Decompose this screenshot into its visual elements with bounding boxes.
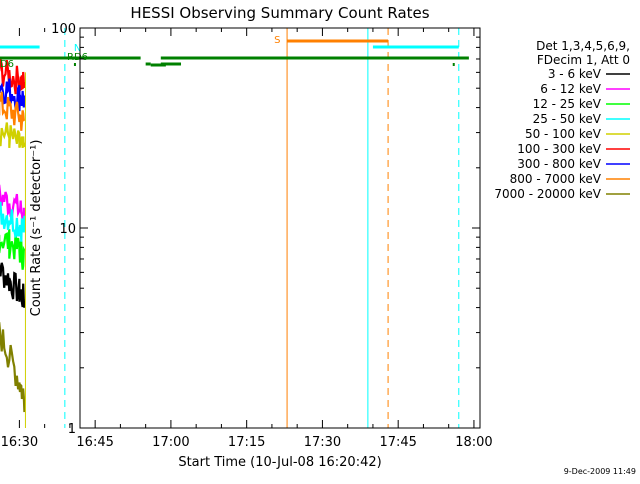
series-line xyxy=(0,184,26,228)
flag-dot xyxy=(73,63,76,66)
vertical-markers xyxy=(64,28,460,428)
series-line xyxy=(0,78,26,113)
chart-title: HESSI Observing Summary Count Rates xyxy=(130,4,429,22)
legend-header-line-1: Det 1,3,4,5,6,9, xyxy=(536,39,630,53)
series-line xyxy=(0,59,26,96)
x-tick-label: 17:00 xyxy=(152,435,189,450)
legend-header-line-2: FDecim 1, Att 0 xyxy=(537,53,630,67)
series-line xyxy=(0,229,26,270)
y-axis-label: Count Rate (s⁻¹ detector⁻¹) xyxy=(29,140,44,317)
legend-label: 3 - 6 keV xyxy=(548,67,602,81)
x-tick-label: 16:30 xyxy=(1,435,38,450)
flag-label-n: N xyxy=(74,43,81,54)
series-line xyxy=(0,91,26,131)
flag-label-rd6: RD6 xyxy=(67,52,88,63)
legend-label: 25 - 50 keV xyxy=(533,112,602,126)
legend-label: 50 - 100 keV xyxy=(525,127,602,141)
y-tick-label: 10 xyxy=(59,222,76,237)
series-line xyxy=(0,201,26,242)
x-axis-label: Start Time (10-Jul-08 16:20:42) xyxy=(178,455,381,470)
flag-label-rd6-inner: RD6 xyxy=(0,59,14,70)
flag-bars: RD6NRD6S xyxy=(0,35,469,70)
x-tick-label: 17:30 xyxy=(304,435,341,450)
x-tick-label: 18:00 xyxy=(455,435,492,450)
legend-label: 100 - 300 keV xyxy=(517,142,601,156)
legend-label: 12 - 25 keV xyxy=(533,97,602,111)
legend-label: 800 - 7000 keV xyxy=(510,172,602,186)
x-tick-label: 16:45 xyxy=(76,435,113,450)
y-axis: 1 10 100 xyxy=(51,22,480,437)
flag-label-s: S xyxy=(274,35,280,46)
legend-label: 7000 - 20000 keV xyxy=(494,187,601,201)
legend: Det 1,3,4,5,6,9, FDecim 1, Att 0 3 - 6 k… xyxy=(494,39,630,201)
series-layer xyxy=(0,59,26,428)
plot-frame xyxy=(79,27,481,429)
y-tick-label: 100 xyxy=(51,22,76,37)
legend-label: 6 - 12 keV xyxy=(540,82,602,96)
y-tick-label: 1 xyxy=(68,422,76,437)
x-tick-label: 17:15 xyxy=(228,435,265,450)
series-line xyxy=(0,262,26,308)
series-line xyxy=(0,122,26,148)
footer-timestamp: 9-Dec-2009 11:49 xyxy=(564,467,636,476)
series-line xyxy=(0,322,26,413)
x-axis: 16:30 16:45 17:00 17:15 17:30 17:45 18:00 xyxy=(1,28,493,450)
x-tick-label: 17:45 xyxy=(379,435,416,450)
flag-dot xyxy=(452,63,455,66)
legend-label: 300 - 800 keV xyxy=(517,157,601,171)
